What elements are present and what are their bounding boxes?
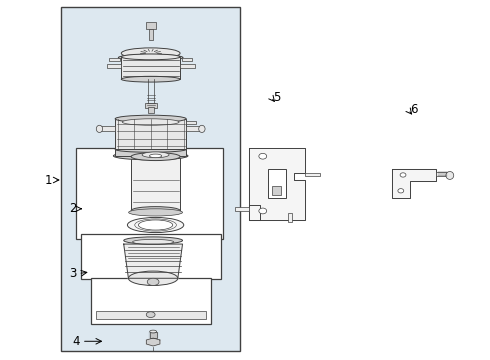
Ellipse shape (128, 271, 178, 285)
Ellipse shape (259, 208, 267, 214)
Bar (131, 157, 180, 211)
Ellipse shape (121, 76, 180, 82)
Bar (305, 173, 319, 176)
Bar (81, 234, 220, 279)
Polygon shape (392, 169, 436, 198)
Polygon shape (147, 338, 160, 346)
Text: 4: 4 (72, 335, 80, 348)
Ellipse shape (149, 154, 162, 158)
Ellipse shape (150, 330, 157, 333)
Ellipse shape (128, 209, 182, 216)
Bar (272, 186, 281, 195)
Text: 3: 3 (69, 267, 76, 280)
Bar (91, 278, 211, 324)
Bar (115, 119, 186, 149)
Ellipse shape (121, 48, 180, 59)
Ellipse shape (127, 217, 184, 233)
Bar (145, 103, 157, 108)
Bar (99, 126, 115, 131)
Bar (76, 148, 223, 239)
Ellipse shape (115, 147, 186, 152)
Ellipse shape (131, 207, 180, 215)
Bar (149, 29, 153, 40)
Ellipse shape (121, 54, 180, 60)
Bar (436, 172, 447, 176)
Ellipse shape (400, 173, 406, 177)
Ellipse shape (147, 278, 159, 285)
Ellipse shape (119, 54, 183, 61)
Bar (186, 121, 196, 124)
Ellipse shape (142, 152, 169, 158)
Bar (235, 207, 248, 211)
Ellipse shape (199, 125, 205, 132)
Bar (107, 64, 122, 68)
Text: 5: 5 (273, 91, 281, 104)
Bar (115, 149, 186, 156)
Bar (122, 57, 180, 79)
Ellipse shape (446, 171, 454, 179)
Bar (180, 64, 195, 68)
Bar (148, 107, 154, 113)
Bar (109, 58, 120, 61)
Ellipse shape (115, 115, 186, 122)
Bar (96, 311, 206, 319)
Ellipse shape (123, 237, 182, 244)
Ellipse shape (146, 312, 155, 318)
Bar (186, 126, 202, 131)
Bar (146, 22, 156, 29)
Bar (150, 332, 157, 338)
Ellipse shape (398, 189, 404, 193)
Bar (240, 0, 490, 351)
Text: 1: 1 (44, 174, 52, 186)
Ellipse shape (132, 239, 174, 244)
Text: 6: 6 (410, 103, 418, 116)
Bar (61, 7, 240, 351)
Polygon shape (248, 148, 305, 220)
Polygon shape (123, 244, 182, 278)
Ellipse shape (122, 119, 179, 125)
Bar (288, 213, 292, 222)
Ellipse shape (259, 153, 267, 159)
Ellipse shape (113, 152, 188, 160)
Bar (268, 169, 286, 198)
Bar (181, 58, 192, 61)
Text: 2: 2 (69, 202, 76, 215)
Ellipse shape (131, 153, 180, 161)
Ellipse shape (138, 220, 172, 230)
Ellipse shape (96, 125, 102, 132)
